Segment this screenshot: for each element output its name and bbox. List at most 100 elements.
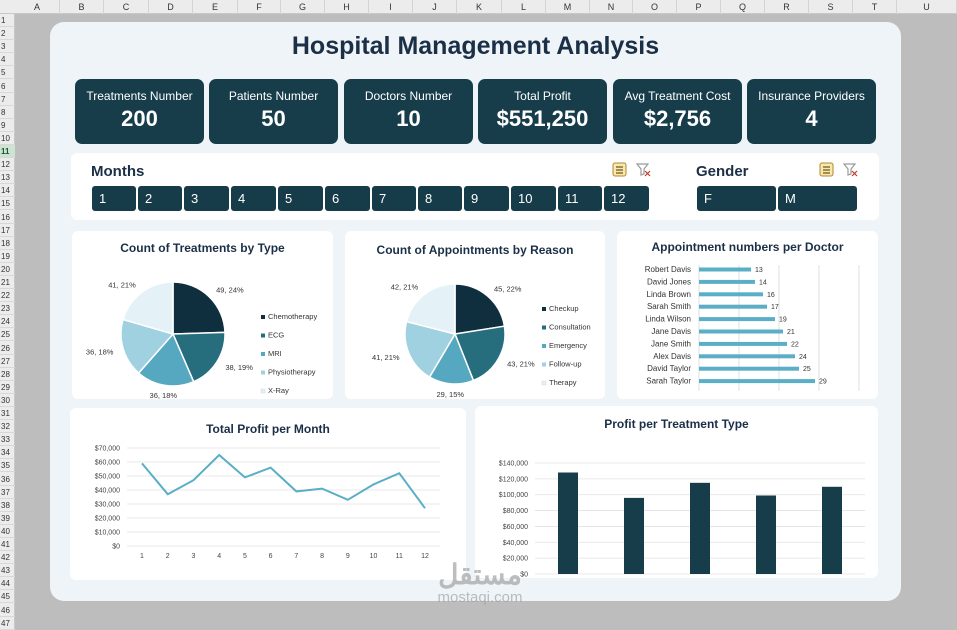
row-header-32[interactable]: 32: [0, 420, 15, 434]
gender-slicer-item-m[interactable]: M: [778, 186, 857, 211]
bar: [699, 366, 799, 371]
row-header-14[interactable]: 14: [0, 184, 15, 198]
row-header-33[interactable]: 33: [0, 433, 15, 447]
row-header-40[interactable]: 40: [0, 525, 15, 538]
column-header-s[interactable]: S: [809, 0, 853, 14]
row-header-18[interactable]: 18: [0, 237, 15, 250]
row-header-4[interactable]: 4: [0, 53, 15, 67]
row-header-9[interactable]: 9: [0, 119, 15, 132]
row-header-28[interactable]: 28: [0, 368, 15, 381]
row-header-43[interactable]: 43: [0, 564, 15, 578]
watermark-arabic: مستقل: [438, 559, 522, 590]
profit-per-treatment-chart[interactable]: Profit per Treatment Type $0 $20,000 $40,0…: [475, 406, 878, 578]
row-header-30[interactable]: 30: [0, 394, 15, 407]
row-header-19[interactable]: 19: [0, 250, 15, 263]
row-header-15[interactable]: 15: [0, 197, 15, 211]
y-tick-label: $0: [520, 572, 528, 579]
row-header-38[interactable]: 38: [0, 499, 15, 512]
month-slicer-item-12[interactable]: 12: [604, 186, 649, 211]
column-header-g[interactable]: G: [281, 0, 325, 14]
month-slicer-item-1[interactable]: 1: [92, 186, 136, 211]
month-slicer-item-2[interactable]: 2: [138, 186, 182, 211]
data-label: 17: [771, 304, 779, 311]
multi-select-icon[interactable]: [612, 162, 627, 177]
column-header-a[interactable]: A: [15, 0, 60, 14]
column-header-u[interactable]: U: [897, 0, 957, 14]
row-header-1[interactable]: 1: [0, 14, 15, 28]
row-header-21[interactable]: 21: [0, 276, 15, 290]
column-header-f[interactable]: F: [238, 0, 281, 14]
row-header-24[interactable]: 24: [0, 315, 15, 329]
row-header-46[interactable]: 46: [0, 604, 15, 617]
month-slicer-item-6[interactable]: 6: [325, 186, 370, 211]
month-slicer-item-11[interactable]: 11: [558, 186, 602, 211]
row-header-25[interactable]: 25: [0, 328, 15, 342]
row-header-10[interactable]: 10: [0, 132, 15, 145]
row-header-5[interactable]: 5: [0, 66, 15, 80]
multi-select-icon[interactable]: [819, 162, 834, 177]
row-header-44[interactable]: 44: [0, 577, 15, 591]
appointments-by-reason-chart[interactable]: Count of Appointments by Reason 45, 22% 4…: [345, 231, 605, 399]
month-slicer-item-3[interactable]: 3: [184, 186, 229, 211]
month-slicer-item-10[interactable]: 10: [511, 186, 556, 211]
row-header-11[interactable]: 11: [0, 145, 15, 159]
month-slicer-item-7[interactable]: 7: [372, 186, 416, 211]
column-header-b[interactable]: B: [60, 0, 104, 14]
column-header-d[interactable]: D: [149, 0, 193, 14]
row-header-17[interactable]: 17: [0, 224, 15, 237]
clear-filter-icon[interactable]: [843, 162, 858, 177]
month-slicer-item-8[interactable]: 8: [418, 186, 462, 211]
treatments-by-type-chart[interactable]: Count of Treatments by Type 49, 24% 38, 1…: [72, 231, 333, 399]
bar: [699, 329, 783, 334]
row-header-47[interactable]: 47: [0, 617, 15, 630]
column-header-e[interactable]: E: [193, 0, 238, 14]
row-header-39[interactable]: 39: [0, 512, 15, 525]
row-header-45[interactable]: 45: [0, 590, 15, 604]
column-header-j[interactable]: J: [413, 0, 457, 14]
row-header-31[interactable]: 31: [0, 407, 15, 421]
row-header-12[interactable]: 12: [0, 158, 15, 172]
row-header-7[interactable]: 7: [0, 93, 15, 106]
column-header-h[interactable]: H: [325, 0, 369, 14]
row-header-23[interactable]: 23: [0, 302, 15, 316]
row-header-29[interactable]: 29: [0, 381, 15, 394]
column-header-l[interactable]: L: [502, 0, 546, 14]
row-header-6[interactable]: 6: [0, 80, 15, 93]
column-header-c[interactable]: C: [104, 0, 149, 14]
row-header-13[interactable]: 13: [0, 171, 15, 185]
clear-filter-icon[interactable]: [636, 162, 651, 177]
month-slicer-item-5[interactable]: 5: [278, 186, 323, 211]
column-header-q[interactable]: Q: [721, 0, 765, 14]
column-header-m[interactable]: M: [546, 0, 590, 14]
gender-slicer-item-f[interactable]: F: [697, 186, 776, 211]
row-header-8[interactable]: 8: [0, 106, 15, 119]
row-header-2[interactable]: 2: [0, 27, 15, 41]
profit-per-month-chart[interactable]: Total Profit per Month $0 $10,000 $20,000 $…: [70, 408, 466, 580]
column-header-o[interactable]: O: [633, 0, 677, 14]
row-header-16[interactable]: 16: [0, 211, 15, 224]
row-header-42[interactable]: 42: [0, 551, 15, 565]
row-header-20[interactable]: 20: [0, 263, 15, 276]
row-header-3[interactable]: 3: [0, 40, 15, 54]
month-slicer-item-4[interactable]: 4: [231, 186, 276, 211]
row-header-35[interactable]: 35: [0, 459, 15, 473]
row-header-27[interactable]: 27: [0, 355, 15, 368]
row-header-36[interactable]: 36: [0, 473, 15, 486]
data-label: 19: [779, 317, 787, 324]
column-header-t[interactable]: T: [853, 0, 897, 14]
appointments-per-doctor-chart[interactable]: Appointment numbers per Doctor Robert Da…: [617, 231, 878, 399]
legend-marker: [261, 333, 265, 338]
month-slicer-item-9[interactable]: 9: [464, 186, 509, 211]
row-header-26[interactable]: 26: [0, 342, 15, 355]
column-header-n[interactable]: N: [590, 0, 633, 14]
row-header-22[interactable]: 22: [0, 289, 15, 303]
row-header-41[interactable]: 41: [0, 538, 15, 552]
column-header-r[interactable]: R: [765, 0, 809, 14]
column-header-i[interactable]: I: [369, 0, 413, 14]
row-header-37[interactable]: 37: [0, 486, 15, 499]
column-header-k[interactable]: K: [457, 0, 502, 14]
x-tick-label: 8: [320, 553, 324, 560]
row-header-34[interactable]: 34: [0, 446, 15, 460]
column-header-p[interactable]: P: [677, 0, 721, 14]
